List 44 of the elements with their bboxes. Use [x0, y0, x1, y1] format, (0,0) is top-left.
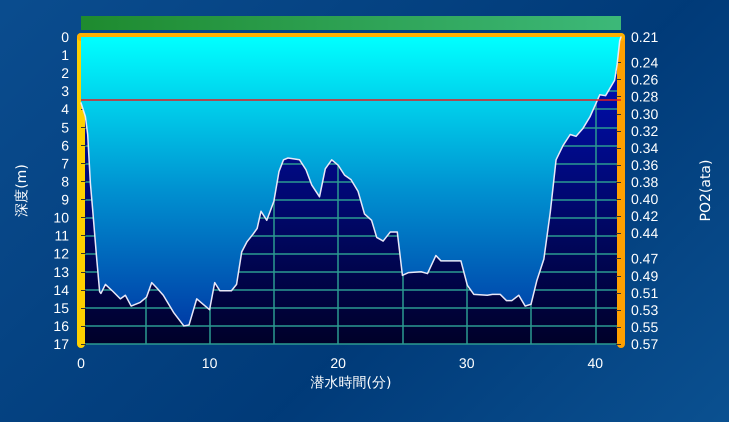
y2-tick-label: 0.55	[631, 318, 658, 335]
y2-tick-label: 0.21	[631, 29, 658, 45]
y-tick-label: 8	[61, 173, 70, 190]
y2-tick-label: 0.34	[631, 140, 658, 156]
y-tick-label: 3	[61, 83, 70, 100]
x-tick-label: 10	[202, 355, 218, 371]
y-tick-label: 4	[61, 101, 70, 118]
y-tick-label: 1	[61, 47, 70, 64]
y-tick-label: 7	[61, 155, 70, 172]
y-tick-label: 11	[54, 228, 70, 244]
y-tick-label: 16	[53, 318, 70, 334]
y2-tick-label: 0.42	[631, 208, 658, 224]
y2-tick-label: 0.44	[631, 225, 658, 242]
x-tick-label: 40	[587, 355, 604, 371]
y2-tick-label: 0.53	[631, 302, 658, 318]
y2-tick-label: 0.51	[631, 284, 658, 301]
y-tick-label: 5	[61, 119, 70, 136]
y2-tick-label: 0.47	[631, 250, 658, 267]
y2-tick-label: 0.32	[631, 122, 658, 139]
y-tick-label: 10	[53, 210, 70, 226]
x-tick-label: 30	[458, 355, 475, 371]
y2-tick-label: 0.57	[631, 336, 658, 352]
y2-tick-label: 0.36	[631, 156, 658, 173]
y-tick-label: 2	[61, 65, 70, 82]
y2-axis-title: PO2(ata)	[698, 160, 714, 222]
y2-tick-label: 0.26	[631, 72, 658, 88]
y2-tick-label: 0.24	[631, 54, 658, 71]
x-axis-title: 潜水時間(分)	[310, 375, 392, 391]
y2-tick-label: 0.30	[631, 106, 658, 122]
x-tick-label: 20	[330, 355, 346, 371]
x-tick-label: 0	[77, 355, 86, 371]
y-tick-label: 15	[53, 300, 70, 316]
y-tick-label: 14	[53, 282, 70, 298]
y2-tick-label: 0.49	[631, 268, 658, 284]
y-tick-label: 12	[53, 246, 70, 262]
y2-tick-label: 0.28	[631, 88, 658, 105]
y2-tick-label: 0.38	[631, 174, 658, 190]
y-tick-label: 0	[61, 29, 70, 45]
y-axis-title: 深度(m)	[14, 164, 30, 217]
y2-tick-label: 0.40	[631, 191, 658, 208]
y-tick-label: 9	[61, 192, 70, 208]
y-tick-label: 17	[53, 336, 70, 352]
y-tick-label: 6	[61, 137, 70, 154]
y-tick-label: 13	[53, 264, 70, 280]
